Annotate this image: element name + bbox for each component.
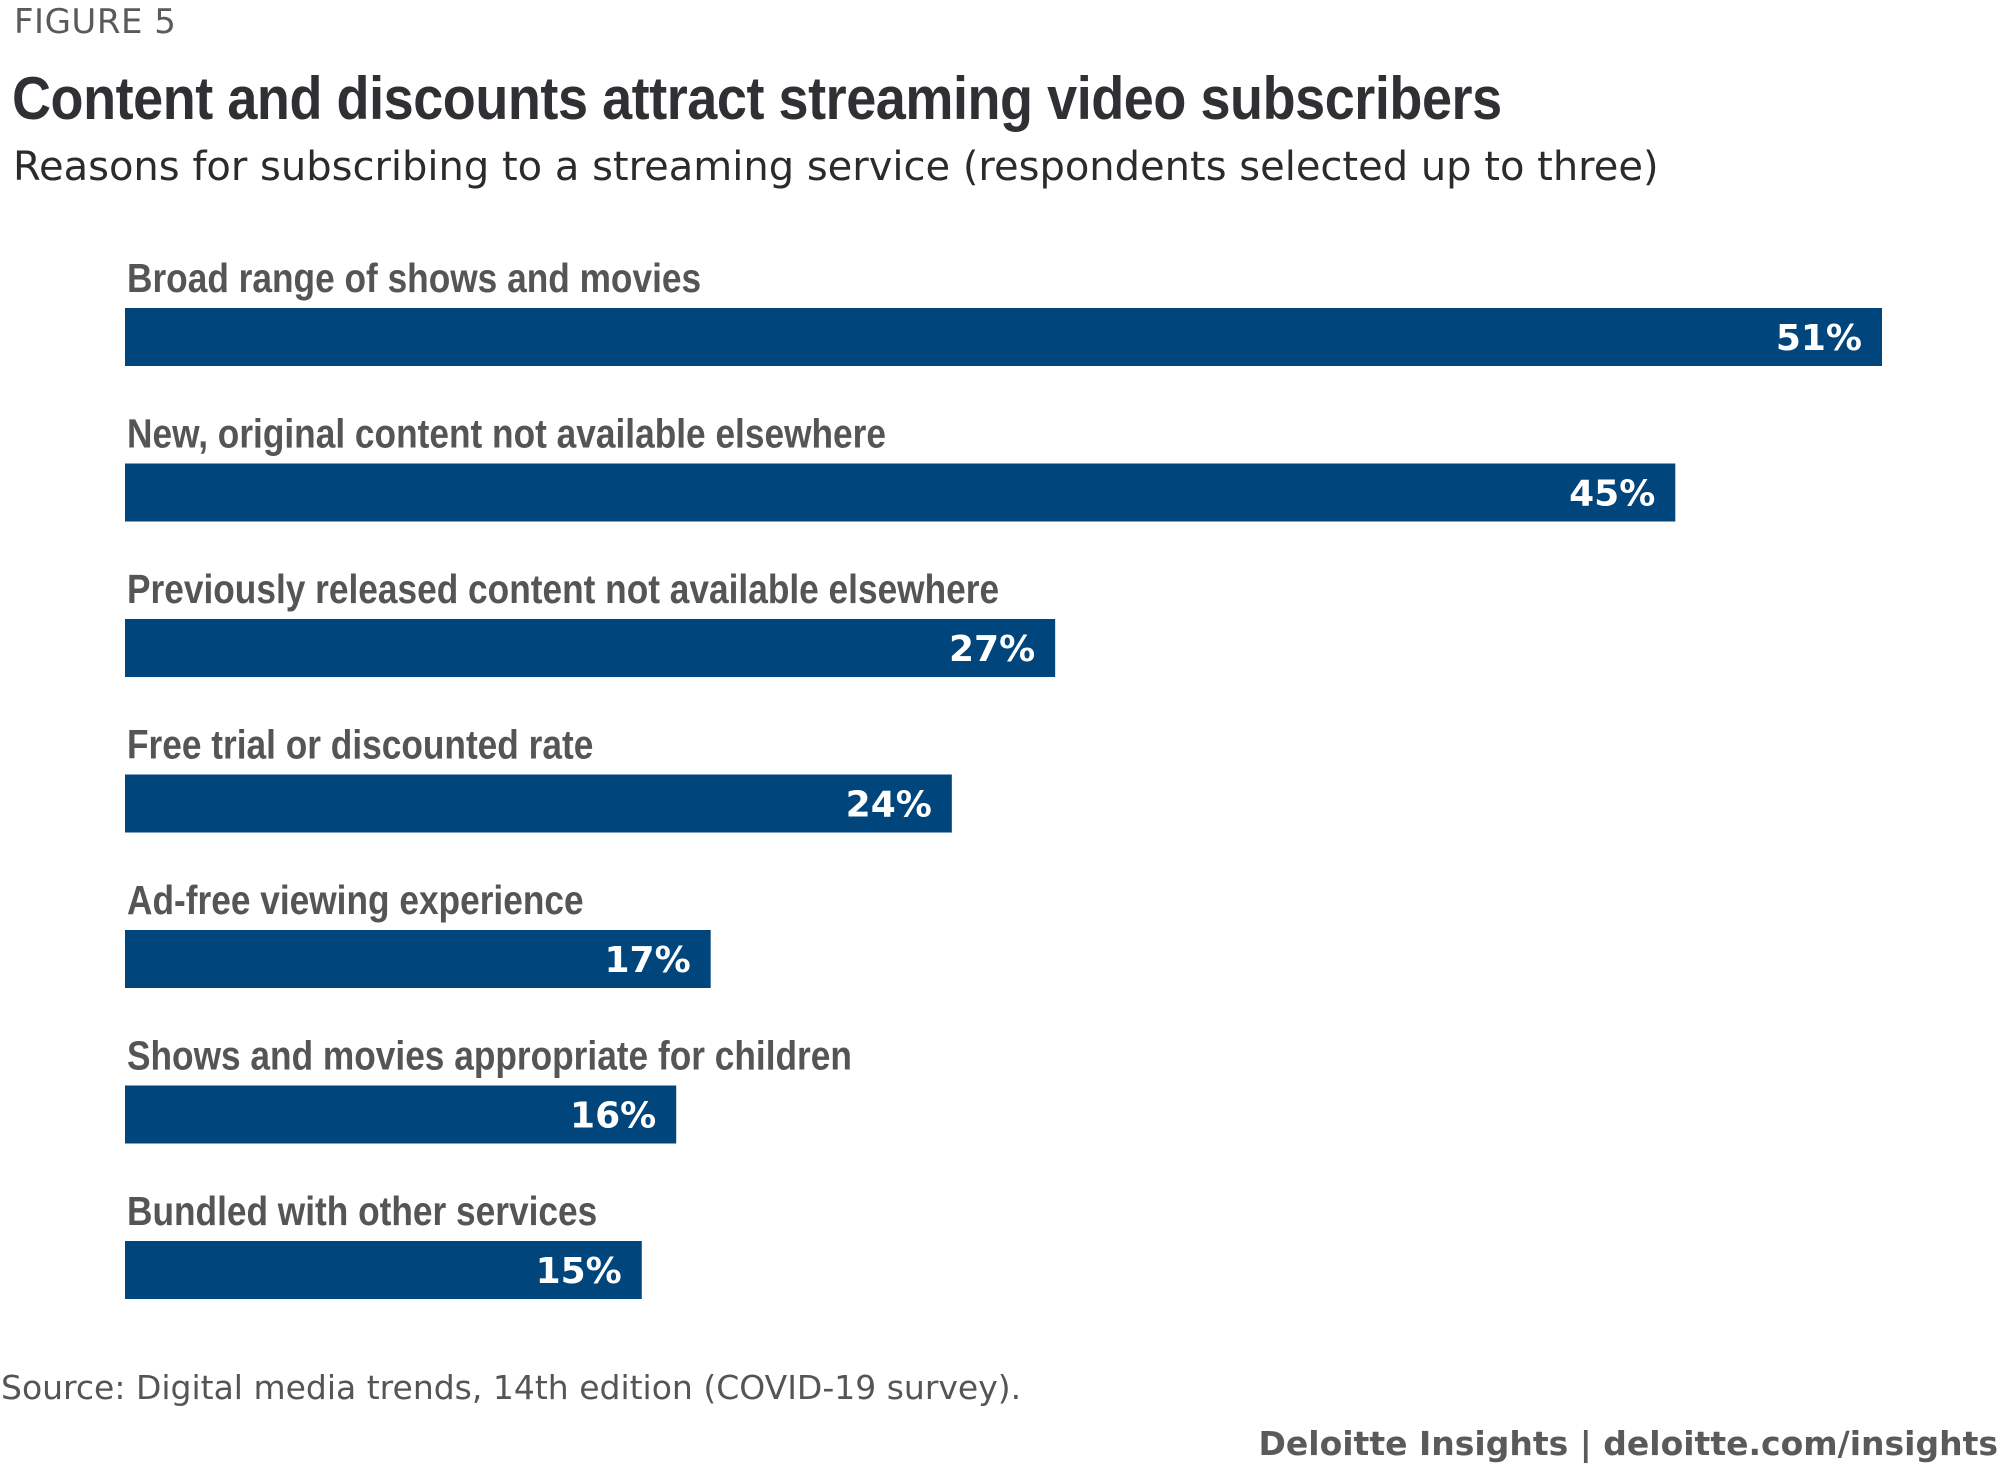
category-label: Broad range of shows and movies	[127, 255, 701, 301]
bar	[125, 1085, 677, 1144]
value-label: 24%	[846, 785, 932, 826]
bar	[125, 774, 952, 833]
category-label: Ad-free viewing experience	[127, 877, 584, 923]
value-label: 45%	[1569, 474, 1655, 515]
category-label: Previously released content not availabl…	[127, 566, 999, 612]
bar	[125, 463, 1676, 522]
bar	[125, 1241, 642, 1299]
value-label: 17%	[604, 940, 690, 981]
bar	[125, 308, 1882, 366]
bar	[125, 930, 711, 988]
value-label: 51%	[1776, 318, 1862, 359]
bar	[125, 619, 1056, 677]
category-label: New, original content not available else…	[127, 411, 886, 457]
value-label: 15%	[536, 1251, 622, 1292]
category-label: Shows and movies appropriate for childre…	[127, 1033, 852, 1079]
bar-chart: Broad range of shows and movies 51% New, o…	[125, 255, 1882, 1299]
bars-group: Broad range of shows and movies 51% New, o…	[125, 255, 1882, 1299]
category-label: Bundled with other services	[127, 1188, 597, 1234]
chart-title: Content and discounts attract streaming …	[12, 65, 1502, 132]
credit-line: Deloitte Insights | deloitte.com/insight…	[1258, 1424, 1998, 1463]
value-label: 27%	[949, 629, 1035, 670]
category-label: Free trial or discounted rate	[127, 722, 593, 768]
value-label: 16%	[570, 1096, 656, 1137]
figure-label: FIGURE 5	[14, 2, 177, 42]
source-note: Source: Digital media trends, 14th editi…	[1, 1368, 1022, 1407]
chart-subtitle: Reasons for subscribing to a streaming s…	[13, 144, 1659, 190]
